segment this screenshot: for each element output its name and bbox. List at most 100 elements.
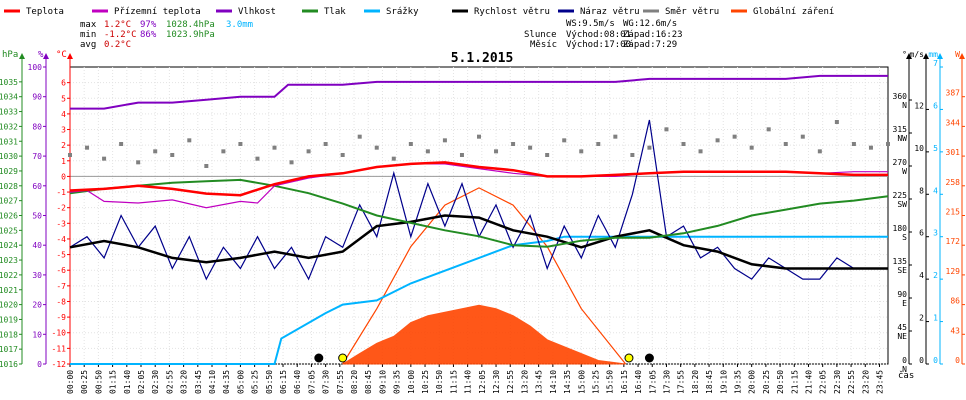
left-axis-tick-label: 1030 [0,152,18,161]
right-axis-unit: mm [928,50,938,59]
x-tick-label: 19:35 [733,370,742,394]
legend-item: Vlhkost [216,7,276,17]
wind-direction-point [477,134,481,139]
right-axis-tick-label: 0 [919,356,924,365]
wind-direction-point [783,142,788,146]
wind-direction-point [647,145,652,150]
legend-item: Náraz větru [558,7,640,17]
x-tick-label: 00:00 [66,370,75,394]
stats-row-avg: avg 0.2°C [80,40,131,50]
right-axis-tick-label: 6 [919,229,924,238]
x-tick-label: 02:55 [165,370,174,394]
left-axis-tick-label: 50 [32,212,42,221]
left-axis-tick-label: 1021 [0,286,18,295]
legend-item: Globální záření [731,7,834,17]
left-axis-tick-label: 1032 [0,122,18,131]
wind-direction-point [886,142,890,146]
series-sm-r-v-tru [68,120,890,168]
left-axis-tick-label: 70 [32,152,42,161]
wind-direction-point [442,138,447,143]
stats-temp: -1.2°C [104,30,137,40]
wind-direction-point [562,138,567,143]
legend: Teplota Přízemní teplota Vlhkost Tlak Srážky… [4,7,834,17]
x-tick-label: 11:40 [464,370,473,394]
left-axis-tick-label: -12 [52,360,67,369]
stats-temp: 1.2°C [104,20,131,30]
legend-label: Náraz větru [580,7,640,17]
wind-direction-point [698,149,703,154]
right-axis-tick-label: 2 [919,314,924,323]
left-axis-0: hPa 1016 1017 1018 1019 1020 1021 1022 1023 1024 1… [0,50,25,369]
right-axis-tick-label: 2 [933,271,938,280]
series-vlhkost [70,74,888,110]
wind-direction-point [528,145,533,150]
x-tick-label: 01:40 [123,370,132,394]
left-axis-tick-label: 3 [61,126,66,135]
right-axis-tick-label: 3 [933,229,938,238]
left-axis-unit: % [38,50,44,60]
x-tick-label: 03:45 [194,370,203,394]
legend-item: Teplota [4,7,64,17]
wind-direction-point [459,153,464,157]
x-tick-label: 15:00 [577,370,586,394]
wind-direction-point [511,142,516,146]
left-axis-tick-label: 40 [32,241,42,250]
x-tick-label: 00:50 [94,370,103,394]
wind-direction-label: E [902,299,907,308]
x-tick-label: 06:15 [279,370,288,394]
stats-pressure: 1028.4hPa [166,20,215,30]
x-tick-label: 09:10 [378,370,387,394]
axis-arrow-icon [19,53,25,59]
wind-direction-point [800,134,805,139]
x-tick-label: 19:10 [719,370,728,394]
series-teplota [69,161,888,197]
left-axis-tick-label: 1 [61,157,66,166]
wind-direction-point [596,142,601,146]
x-tick-label: 10:25 [421,370,430,394]
left-axis-tick-label: -2 [56,204,66,213]
stats-row-max: max 1.2°C 97% 1028.4hPa 3.0mm [80,20,253,30]
wind-direction-label: S [902,233,907,242]
legend-label: Přízemní teplota [114,7,201,17]
right-axis-tick-label: 6 [933,101,938,110]
x-tick-label: 17:05 [648,370,657,394]
legend-label: Srážky [386,7,419,17]
left-axis-unit: °C [56,50,67,60]
wind-direction-point [425,149,430,154]
wind-direction-point [85,145,90,150]
wind-direction-point [238,142,243,146]
left-axis-tick-label: 6 [61,79,66,88]
left-axis-tick-label: 1017 [0,345,18,354]
sunset-time: Západ:16:23 [623,30,683,40]
plot-area [68,74,890,365]
wind-direction-point [851,142,856,146]
left-axis-1: % 0 10 20 30 40 50 60 70 80 90 100 [28,50,49,369]
moonset-icon [314,353,324,363]
series-sr-ky [70,235,888,365]
x-tick-label: 11:15 [449,370,458,394]
sun-moon-markers [314,353,654,363]
right-axis-tick-label: 172 [946,237,961,246]
left-axis-tick-label: 5 [61,94,66,103]
x-tick-label: 15:50 [606,370,615,394]
right-axis-tick-label: 10 [914,144,924,153]
wind-direction-point [255,156,260,161]
left-axis-tick-label: 80 [32,122,42,131]
moonset-time: Západ:7:29 [623,40,677,50]
wind-direction-point [868,145,873,150]
wind-direction-point [494,149,499,154]
x-tick-label: 07:05 [307,370,316,394]
left-axis-tick-label: -9 [56,313,66,322]
x-tick-label: 16:40 [634,370,643,394]
right-axis-tick-label: 0 [933,356,938,365]
moonrise-icon [644,353,654,363]
right-axis-3: W 0 43 86 129 172 215 258 301 344 387 [946,50,965,365]
axis-arrow-icon [67,53,73,59]
series-line [70,74,888,110]
x-tick-label: 21:15 [790,370,799,394]
x-tick-label: 10:50 [435,370,444,394]
x-axis-label: čas [898,370,914,381]
